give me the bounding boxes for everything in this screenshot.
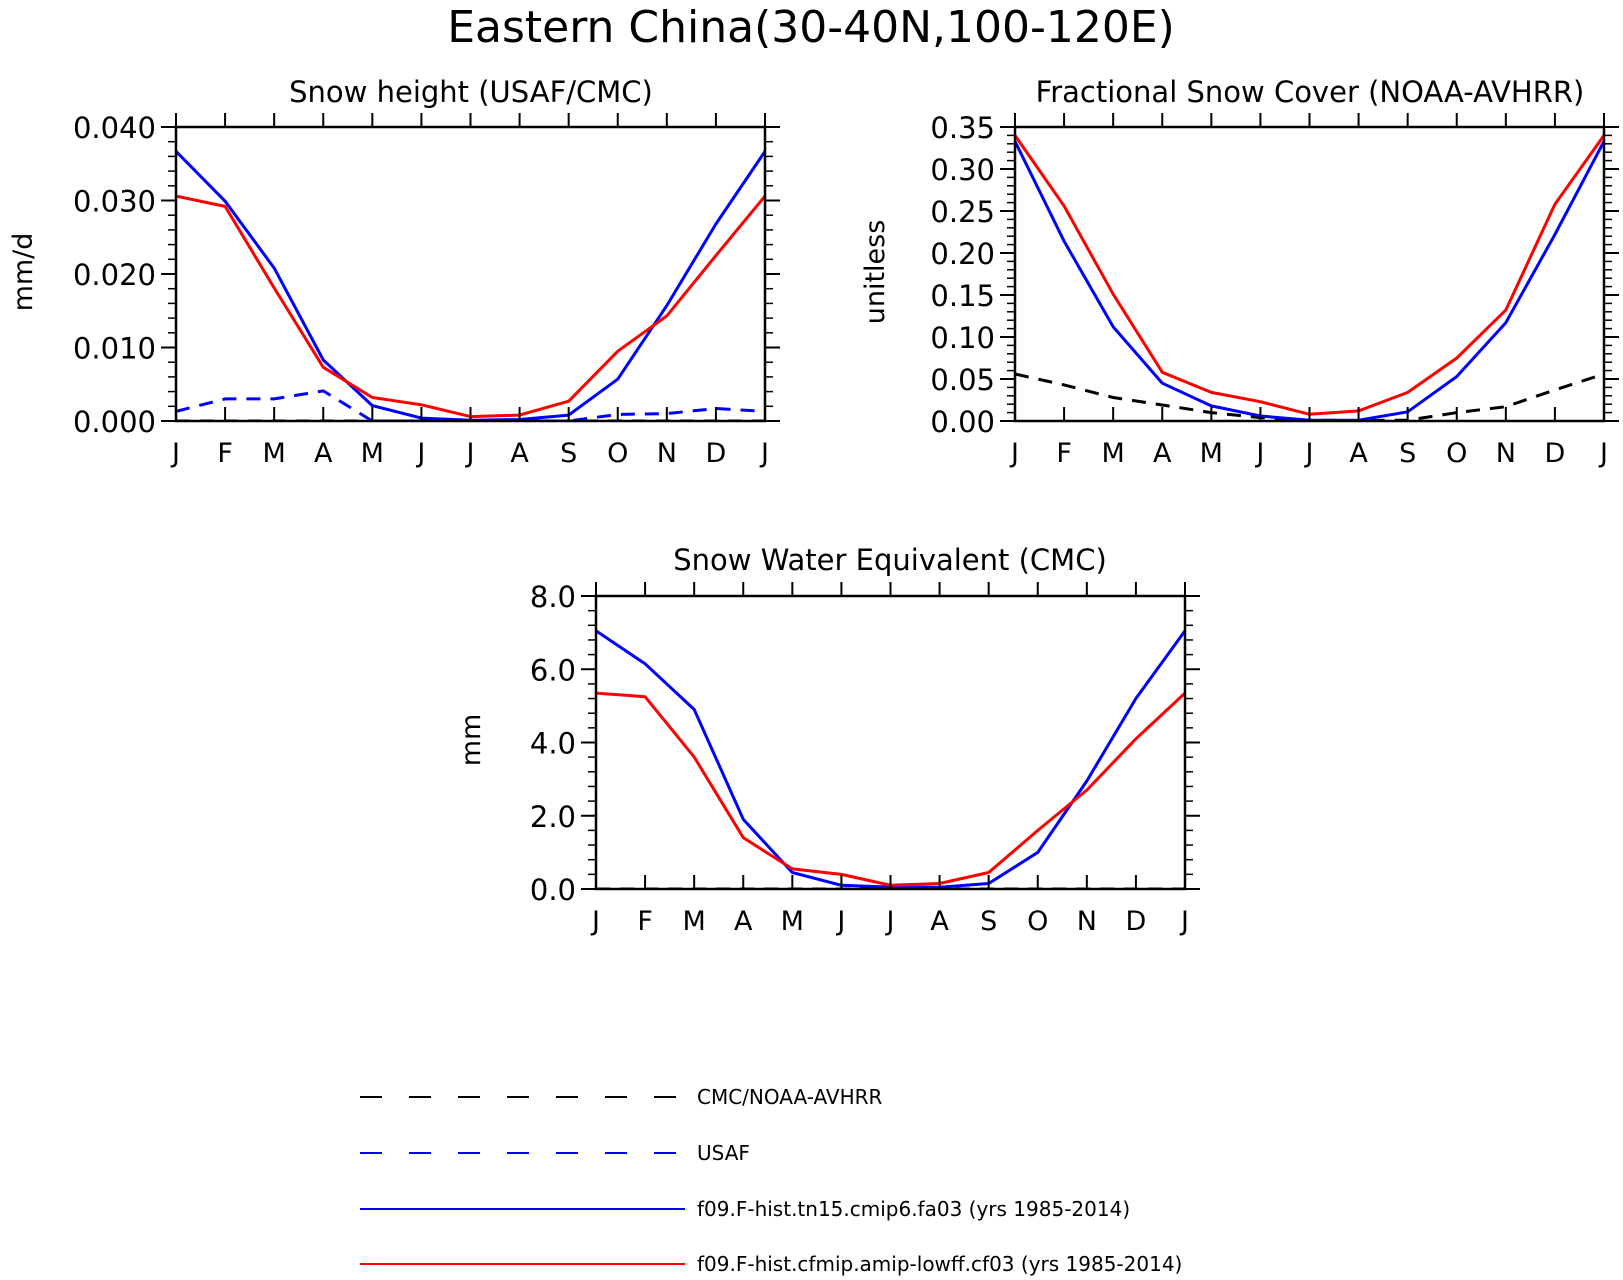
y-axis-label: mm/d (8, 233, 39, 312)
y-axis-label: mm (456, 714, 487, 767)
y-tick-label: 0.05 (930, 363, 995, 397)
x-tick-label: N (657, 438, 677, 469)
series-line (176, 150, 765, 421)
panel-fractional-snow-cover: Fractional Snow Cover (NOAA-AVHRR) unitl… (860, 75, 1619, 469)
x-tick-label: J (1179, 906, 1189, 937)
series-line (1015, 134, 1604, 416)
x-tick-label: J (590, 906, 600, 937)
y-tick-label: 2.0 (530, 800, 576, 834)
y-tick-label: 4.0 (530, 727, 576, 761)
legend-entry: f09.F-hist.cfmip.amip-lowff.cf03 (yrs 19… (360, 1252, 1182, 1276)
legend-label: CMC/NOAA-AVHRR (697, 1085, 883, 1109)
y-tick-label: 0.15 (930, 279, 995, 313)
x-tick-label: F (1056, 438, 1072, 469)
x-tick-label: M (781, 906, 804, 937)
series-line (596, 691, 1185, 887)
x-tick-label: F (637, 906, 653, 937)
x-tick-label: J (1598, 438, 1608, 469)
panel-title: Snow height (USAF/CMC) (289, 75, 653, 109)
x-tick-label: M (683, 906, 706, 937)
x-tick-label: D (1126, 906, 1147, 937)
y-tick-label: 0.000 (73, 405, 156, 439)
panel-title: Fractional Snow Cover (NOAA-AVHRR) (1036, 75, 1585, 109)
x-tick-label: N (1077, 906, 1097, 937)
y-tick-label: 6.0 (530, 653, 576, 687)
x-tick-label: A (314, 438, 333, 469)
plot-frame (594, 594, 1187, 891)
y-tick-label: 0.10 (930, 321, 995, 355)
x-tick-label: J (885, 906, 895, 937)
x-tick-label: M (1200, 438, 1223, 469)
series-line (596, 629, 1185, 889)
y-axis-label: unitless (860, 220, 891, 325)
y-tick-label: 0.030 (73, 185, 156, 219)
legend: CMC/NOAA-AVHRR USAF f09.F-hist.tn15.cmip… (360, 1085, 1182, 1276)
x-tick-label: J (1304, 438, 1314, 469)
x-tick-label: M (263, 438, 286, 469)
x-tick-label: O (1027, 906, 1048, 937)
x-tick-label: A (1349, 438, 1368, 469)
series-group (1015, 134, 1604, 421)
y-tick-label: 0.00 (930, 405, 995, 439)
x-tick-label: D (1545, 438, 1566, 469)
main-title: Eastern China(30-40N,100-120E) (447, 2, 1175, 53)
y-tick-label: 0.30 (930, 153, 995, 187)
panel-title: Snow Water Equivalent (CMC) (673, 543, 1107, 577)
x-tick-label: O (607, 438, 628, 469)
y-tick-label: 0.35 (930, 111, 995, 145)
x-tick-label: J (170, 438, 180, 469)
x-tick-label: D (706, 438, 727, 469)
x-tick-label: F (217, 438, 233, 469)
x-tick-label: S (980, 906, 997, 937)
y-tick-label: 0.0 (530, 873, 576, 907)
plot-area: J F M A M J J A S O N D J0.000.050.100.150.200.250.3… (930, 111, 1619, 469)
x-tick-label: A (1153, 438, 1172, 469)
series-line (1015, 140, 1604, 421)
y-tick-label: 0.020 (73, 258, 156, 292)
x-tick-label: J (759, 438, 769, 469)
x-tick-label: O (1446, 438, 1467, 469)
legend-entry: USAF (360, 1141, 750, 1165)
x-tick-label: N (1496, 438, 1516, 469)
legend-label: f09.F-hist.tn15.cmip6.fa03 (yrs 1985-201… (697, 1197, 1130, 1221)
x-tick-label: J (415, 438, 425, 469)
series-group (176, 150, 765, 421)
x-tick-label: J (1254, 438, 1264, 469)
legend-label: f09.F-hist.cfmip.amip-lowff.cf03 (yrs 19… (697, 1252, 1182, 1276)
y-tick-label: 0.25 (930, 195, 995, 229)
y-tick-label: 0.010 (73, 332, 156, 366)
legend-label: USAF (697, 1141, 750, 1165)
x-tick-label: A (734, 906, 753, 937)
x-tick-label: J (1009, 438, 1019, 469)
x-tick-label: S (1399, 438, 1416, 469)
legend-entry: f09.F-hist.tn15.cmip6.fa03 (yrs 1985-201… (360, 1197, 1130, 1221)
y-tick-label: 8.0 (530, 580, 576, 614)
x-tick-label: M (361, 438, 384, 469)
x-tick-label: S (560, 438, 577, 469)
legend-entry: CMC/NOAA-AVHRR (360, 1085, 883, 1109)
y-tick-label: 0.040 (73, 111, 156, 145)
x-tick-label: A (930, 906, 949, 937)
series-group (596, 629, 1185, 889)
x-tick-label: M (1102, 438, 1125, 469)
x-tick-label: A (510, 438, 529, 469)
series-line (176, 389, 765, 421)
x-tick-label: J (835, 906, 845, 937)
x-tick-label: J (465, 438, 475, 469)
plot-area: J F M A M J J A S O N D J0.02.04.06.08.0 (530, 580, 1200, 937)
series-line (176, 194, 765, 419)
y-tick-label: 0.20 (930, 237, 995, 271)
